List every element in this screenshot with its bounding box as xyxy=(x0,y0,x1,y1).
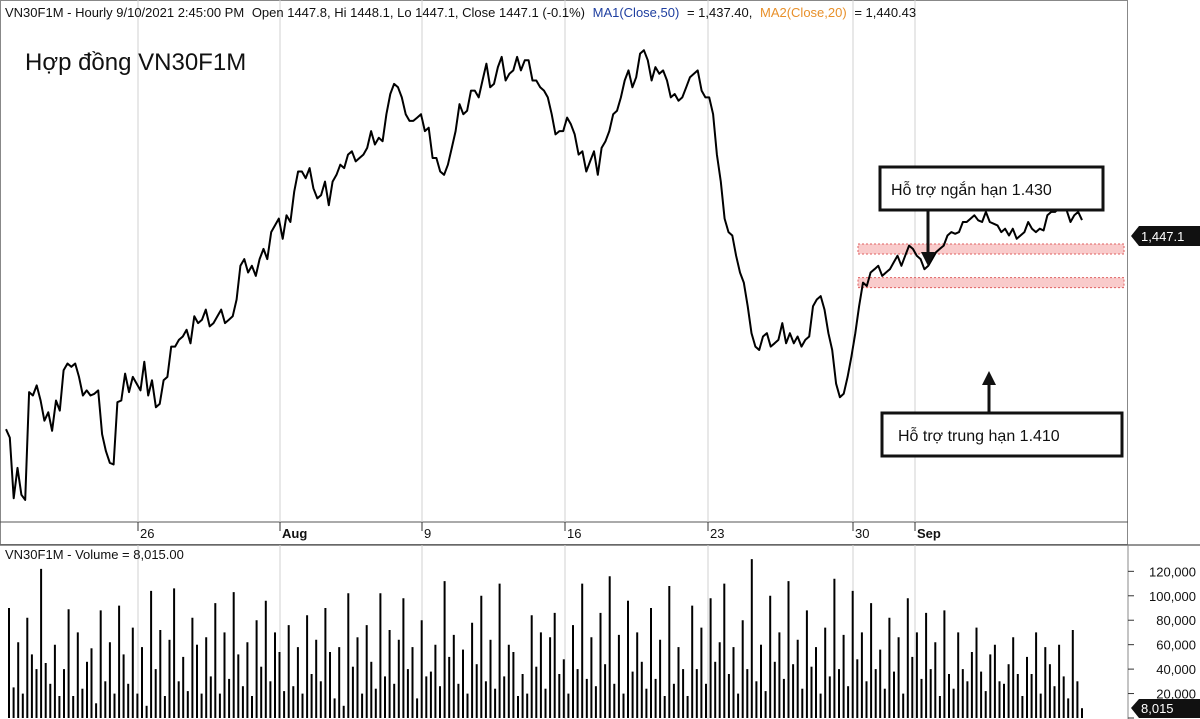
short-support-callout: Hỗ trợ ngắn hạn 1.430 xyxy=(878,165,1105,266)
up-arrow-icon xyxy=(982,371,996,385)
x-tick-label: Aug xyxy=(282,526,307,541)
y-tick-label: 120,000 xyxy=(1149,564,1196,579)
y-tick-label: 40,000 xyxy=(1156,662,1196,677)
x-tick-label: 23 xyxy=(710,526,724,541)
header-ma1-value: = 1,437.40, xyxy=(687,5,752,20)
price-badge-label: 1,447.1 xyxy=(1141,229,1184,244)
y-tick-label: 80,000 xyxy=(1156,613,1196,628)
y-tick-label: 20,000 xyxy=(1156,687,1196,702)
volume-bars xyxy=(8,559,1083,718)
vertical-gridlines xyxy=(137,0,916,719)
header-ohlc: Open 1447.8, Hi 1448.1, Lo 1447.1, Close… xyxy=(252,5,585,20)
price-badge: 1,447.1 xyxy=(1131,226,1200,246)
y-tick-label: 100,000 xyxy=(1149,589,1196,604)
mid-support-callout: Hỗ trợ trung hạn 1.410 xyxy=(880,371,1124,458)
volume-badge-label: 8,015 xyxy=(1141,701,1174,716)
y-tick-label: 60,000 xyxy=(1156,638,1196,653)
x-tick-label: 30 xyxy=(855,526,869,541)
x-tick-label: 26 xyxy=(140,526,154,541)
chart-header: VN30F1M - Hourly 9/10/2021 2:45:00 PM Op… xyxy=(5,5,916,20)
price-panel-frame xyxy=(0,0,1128,545)
header-symbol: VN30F1M - Hourly 9/10/2021 2:45:00 PM xyxy=(5,5,244,20)
x-tick-label: Sep xyxy=(917,526,941,541)
header-ma1-label: MA1(Close,50) xyxy=(593,5,680,20)
short-support-label: Hỗ trợ ngắn hạn 1.430 xyxy=(891,180,1052,199)
chart-title: Hợp đồng VN30F1M xyxy=(25,49,246,76)
price-series xyxy=(5,49,1083,501)
header-ma2-label: MA2(Close,20) xyxy=(760,5,847,20)
header-ma2-value: = 1,440.43 xyxy=(854,5,916,20)
x-tick-label: 9 xyxy=(424,526,431,541)
support-band xyxy=(857,243,1125,255)
support-band xyxy=(857,277,1125,289)
volume-header: VN30F1M - Volume = 8,015.00 xyxy=(5,547,184,562)
volume-y-ticks: 120,000 100,000 80,000 60,000 40,000 20,000 xyxy=(1128,564,1196,719)
support-bands xyxy=(857,243,1125,289)
x-axis-ticks: 26 Aug 9 16 23 30 Sep xyxy=(137,522,941,541)
x-tick-label: 16 xyxy=(567,526,581,541)
price-line xyxy=(5,49,1083,501)
volume-badge: 8,015 xyxy=(1131,699,1200,718)
mid-support-label: Hỗ trợ trung hạn 1.410 xyxy=(898,426,1060,445)
down-arrow-icon xyxy=(921,252,935,266)
